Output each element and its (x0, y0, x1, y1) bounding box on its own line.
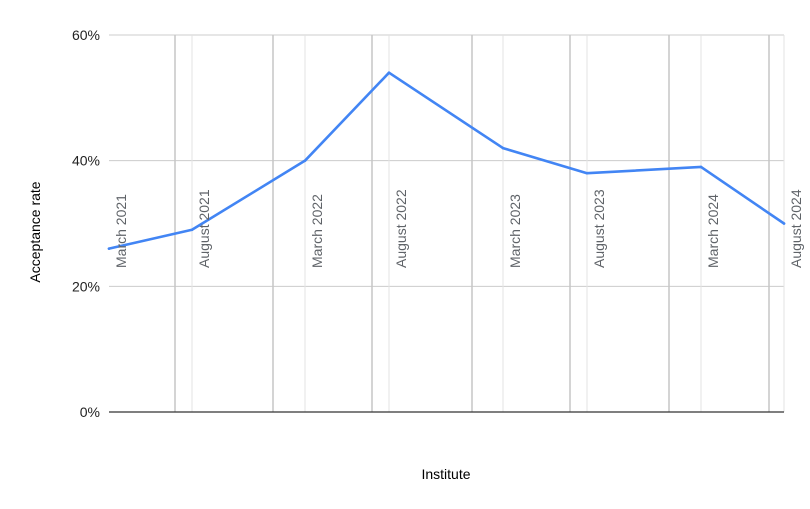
y-tick-label: 20% (72, 278, 100, 294)
x-category-label: August 2022 (393, 189, 409, 268)
category-labels: March 2021 August 2021 March 2022 August 20… (113, 189, 804, 268)
x-category-label: March 2023 (507, 194, 523, 268)
x-category-label: August 2024 (788, 189, 804, 268)
x-category-label: March 2024 (705, 194, 721, 268)
data-point (501, 146, 505, 150)
grid (109, 34, 785, 412)
y-tick-label: 60% (72, 27, 100, 43)
x-axis-title: Institute (421, 466, 470, 482)
y-tick-label: 40% (72, 153, 100, 169)
data-point (303, 159, 307, 162)
x-category-label: March 2021 (113, 194, 129, 268)
y-tick-label: 0% (80, 404, 100, 420)
x-category-label: March 2022 (309, 194, 325, 268)
data-point (107, 247, 111, 250)
data-point (699, 165, 703, 169)
series-line-0 (107, 71, 786, 250)
x-category-label: August 2021 (196, 189, 212, 268)
y-axis-title: Acceptance rate (27, 181, 43, 282)
data-point (585, 171, 589, 175)
data-point (190, 228, 194, 232)
y-axis-ticks: 0% 20% 40% 60% (72, 27, 100, 420)
data-point (387, 71, 391, 74)
series-layer (107, 71, 786, 250)
x-category-label: August 2023 (591, 189, 607, 268)
data-point (782, 222, 786, 225)
